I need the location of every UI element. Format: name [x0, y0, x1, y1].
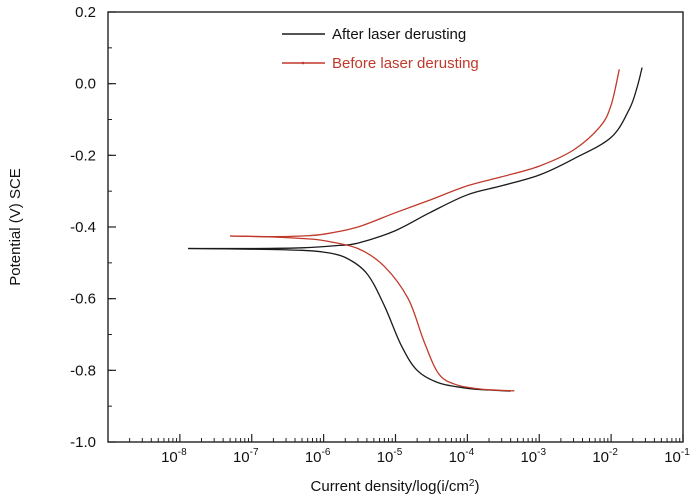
x-tick-label: 10-4 — [449, 447, 475, 466]
x-tick-label: 10-3 — [520, 447, 546, 466]
x-axis: 10-8 10-7 10-6 10-5 10-4 10-3 10-2 10-1 — [129, 434, 690, 466]
x-tick-label: 10-2 — [592, 447, 618, 466]
y-tick-label: -0.6 — [70, 291, 96, 308]
series-line-after-anodic — [188, 67, 643, 250]
legend-marker-before — [301, 61, 305, 65]
x-axis-title: Current density/log(i/cm​2) — [311, 478, 480, 496]
series-layer — [188, 67, 643, 392]
legend: After laser derusting Before laser derust… — [282, 26, 479, 72]
y-axis-title: Potential (V) SCE — [7, 168, 24, 286]
y-tick-label: 0.2 — [75, 4, 96, 21]
x-tick-label: 10-5 — [377, 447, 403, 466]
series-line-after-cathodic — [188, 247, 511, 392]
y-tick-label: -1.0 — [70, 434, 96, 451]
series-line-before-cathodic — [230, 235, 515, 392]
y-axis: 0.2 0.0 -0.2 -0.4 -0.6 -0.8 -1.0 — [70, 4, 116, 451]
x-tick-label: 10-6 — [305, 447, 331, 466]
y-tick-label: -0.2 — [70, 147, 96, 164]
x-tick-label: 10-7 — [233, 447, 259, 466]
series-line-before-anodic — [230, 69, 620, 238]
x-tick-label: 10-1 — [664, 447, 690, 466]
plot-frame — [107, 11, 684, 443]
legend-label-after: After laser derusting — [332, 26, 466, 43]
y-tick-label: -0.8 — [70, 362, 96, 379]
legend-label-before: Before laser derusting — [332, 55, 479, 72]
y-tick-label: 0.0 — [75, 76, 96, 93]
x-tick-label: 10-8 — [161, 447, 187, 466]
y-tick-label: -0.4 — [70, 219, 96, 236]
